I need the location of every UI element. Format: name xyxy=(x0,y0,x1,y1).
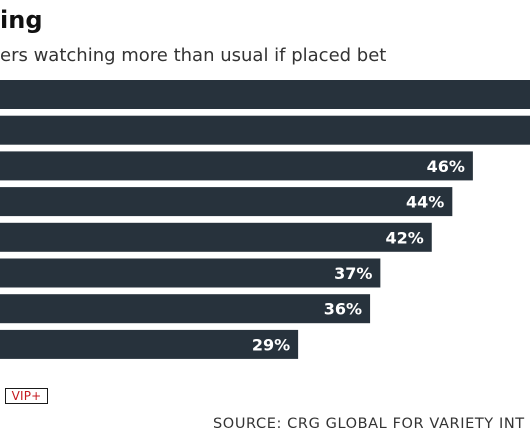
bar-value-label-6: 37% xyxy=(334,264,372,283)
bar-value-label-7: 36% xyxy=(324,300,362,319)
bar-value-label-3: 46% xyxy=(427,157,465,176)
source-note: SOURCE: CRG GLOBAL FOR VARIETY INT xyxy=(213,416,525,432)
bar-value-label-8: 29% xyxy=(252,335,290,354)
chart-subtitle: ers watching more than usual if placed b… xyxy=(0,45,387,66)
bar-4 xyxy=(0,187,453,217)
bar-5 xyxy=(0,222,432,252)
bar-2 xyxy=(0,115,530,145)
bar-6 xyxy=(0,258,381,288)
vip-plus-badge: VIP+ xyxy=(5,388,48,404)
bar-value-label-5: 42% xyxy=(385,228,423,247)
bar-7 xyxy=(0,294,371,324)
bar-8 xyxy=(0,329,299,359)
bar-3 xyxy=(0,151,473,181)
bar-1 xyxy=(0,80,530,109)
chart-title: ing xyxy=(0,6,43,34)
bar-value-label-4: 44% xyxy=(406,193,444,212)
